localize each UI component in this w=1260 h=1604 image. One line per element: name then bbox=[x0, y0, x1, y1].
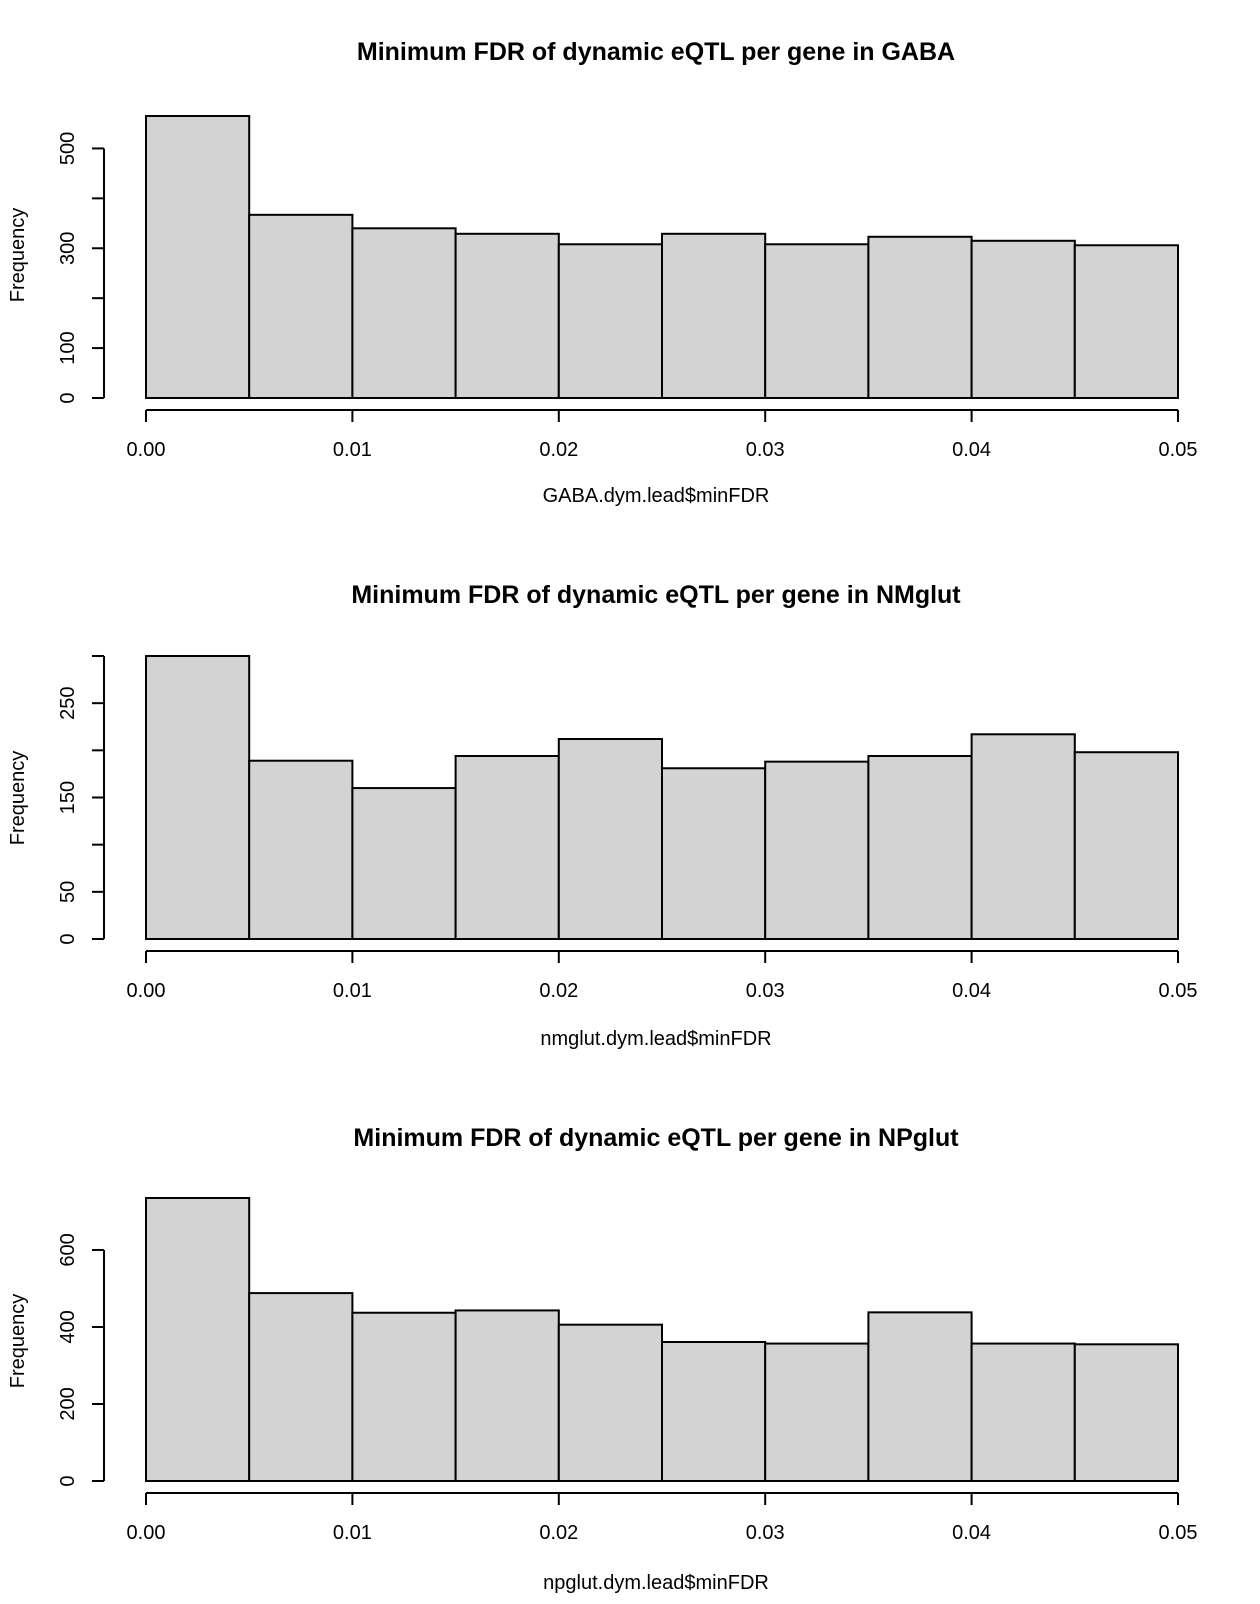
x-tick-label: 0.01 bbox=[333, 439, 372, 461]
x-tick-label: 0.00 bbox=[127, 1522, 166, 1544]
histogram-bar bbox=[1073, 1343, 1180, 1482]
x-axis: 0.00 0.01 0.02 0.03 0.04 0.05 bbox=[127, 950, 1198, 1002]
y-tick-label: 600 bbox=[57, 1233, 79, 1266]
x-tick-label: 0.00 bbox=[127, 980, 166, 1002]
y-tick-label: 0 bbox=[57, 933, 79, 944]
histogram-bar bbox=[970, 1342, 1076, 1482]
bars bbox=[145, 655, 1180, 941]
histogram-bar bbox=[661, 232, 767, 399]
y-tick-label: 500 bbox=[57, 132, 79, 165]
y-axis-label: Frequency bbox=[7, 208, 29, 303]
histogram-bar bbox=[145, 655, 251, 940]
histogram-bar bbox=[145, 115, 251, 399]
panel-title: Minimum FDR of dynamic eQTL per gene in … bbox=[351, 581, 961, 609]
histogram-bar bbox=[970, 239, 1076, 399]
y-tick-label: 0 bbox=[57, 392, 79, 403]
histogram-panel-gaba: Minimum FDR of dynamic eQTL per gene in … bbox=[7, 38, 1197, 507]
x-tick-label: 0.03 bbox=[746, 1522, 785, 1544]
histogram-bar bbox=[867, 235, 973, 399]
histogram-bar bbox=[248, 759, 354, 941]
x-tick-label: 0.03 bbox=[746, 980, 785, 1002]
panel-title: Minimum FDR of dynamic eQTL per gene in … bbox=[353, 1124, 959, 1152]
histogram-bar bbox=[145, 1197, 251, 1482]
x-tick-label: 0.01 bbox=[333, 980, 372, 1002]
y-axis: 0 50 150 250 bbox=[57, 655, 105, 945]
histogram-bar bbox=[764, 243, 870, 399]
histogram-bar bbox=[454, 754, 560, 941]
histogram-bar bbox=[454, 1309, 560, 1482]
y-axis-label: Frequency bbox=[7, 751, 29, 846]
y-axis-label: Frequency bbox=[7, 1294, 29, 1389]
x-tick-label: 0.02 bbox=[539, 980, 578, 1002]
histogram-bar bbox=[557, 738, 663, 940]
x-tick-label: 0.05 bbox=[1159, 980, 1198, 1002]
histogram-bar bbox=[764, 1342, 870, 1482]
histogram-bar bbox=[970, 733, 1076, 941]
x-tick-label: 0.05 bbox=[1159, 1522, 1198, 1544]
histogram-bar bbox=[454, 232, 560, 399]
histogram-bar bbox=[764, 760, 870, 940]
y-axis: 0 100 300 500 bbox=[57, 132, 105, 404]
y-tick-label: 50 bbox=[57, 881, 79, 903]
x-tick-label: 0.04 bbox=[952, 980, 991, 1002]
histogram-bar bbox=[248, 1292, 354, 1482]
x-axis-label: npglut.dym.lead$minFDR bbox=[543, 1572, 769, 1594]
x-tick-label: 0.02 bbox=[539, 439, 578, 461]
histogram-bar bbox=[661, 1341, 767, 1482]
y-tick-label: 100 bbox=[57, 331, 79, 364]
histogram-bar bbox=[351, 227, 457, 399]
histogram-bar bbox=[867, 1311, 973, 1482]
histogram-bar bbox=[351, 1311, 457, 1482]
x-tick-label: 0.04 bbox=[952, 1522, 991, 1544]
x-axis: 0.00 0.01 0.02 0.03 0.04 0.05 bbox=[127, 1492, 1198, 1544]
bars bbox=[145, 115, 1180, 399]
y-tick-label: 150 bbox=[57, 781, 79, 814]
x-axis: 0.00 0.01 0.02 0.03 0.04 0.05 bbox=[127, 409, 1198, 461]
y-tick-label: 300 bbox=[57, 232, 79, 265]
panel-title: Minimum FDR of dynamic eQTL per gene in … bbox=[357, 38, 955, 66]
y-tick-label: 0 bbox=[57, 1475, 79, 1486]
histogram-bar bbox=[867, 754, 973, 941]
x-axis-label: GABA.dym.lead$minFDR bbox=[543, 485, 770, 507]
y-tick-label: 250 bbox=[57, 686, 79, 719]
histogram-bar bbox=[1073, 244, 1180, 399]
histogram-panel-nmglut: Minimum FDR of dynamic eQTL per gene in … bbox=[7, 581, 1197, 1050]
histogram-bar bbox=[1073, 751, 1180, 940]
x-tick-label: 0.01 bbox=[333, 1522, 372, 1544]
histogram-bar bbox=[351, 787, 457, 940]
histogram-panel-npglut: Minimum FDR of dynamic eQTL per gene in … bbox=[7, 1124, 1197, 1594]
x-tick-label: 0.04 bbox=[952, 439, 991, 461]
histogram-bar bbox=[557, 1323, 663, 1482]
y-axis: 0 200 400 600 bbox=[57, 1233, 105, 1487]
x-axis-label: nmglut.dym.lead$minFDR bbox=[540, 1028, 771, 1050]
y-tick-label: 200 bbox=[57, 1387, 79, 1420]
histogram-bar bbox=[248, 213, 354, 399]
x-tick-label: 0.02 bbox=[539, 1522, 578, 1544]
x-tick-label: 0.00 bbox=[127, 439, 166, 461]
bars bbox=[145, 1197, 1180, 1482]
x-tick-label: 0.05 bbox=[1159, 439, 1198, 461]
y-tick-label: 400 bbox=[57, 1310, 79, 1343]
histogram-bar bbox=[661, 767, 767, 940]
histogram-bar bbox=[557, 243, 663, 399]
x-tick-label: 0.03 bbox=[746, 439, 785, 461]
